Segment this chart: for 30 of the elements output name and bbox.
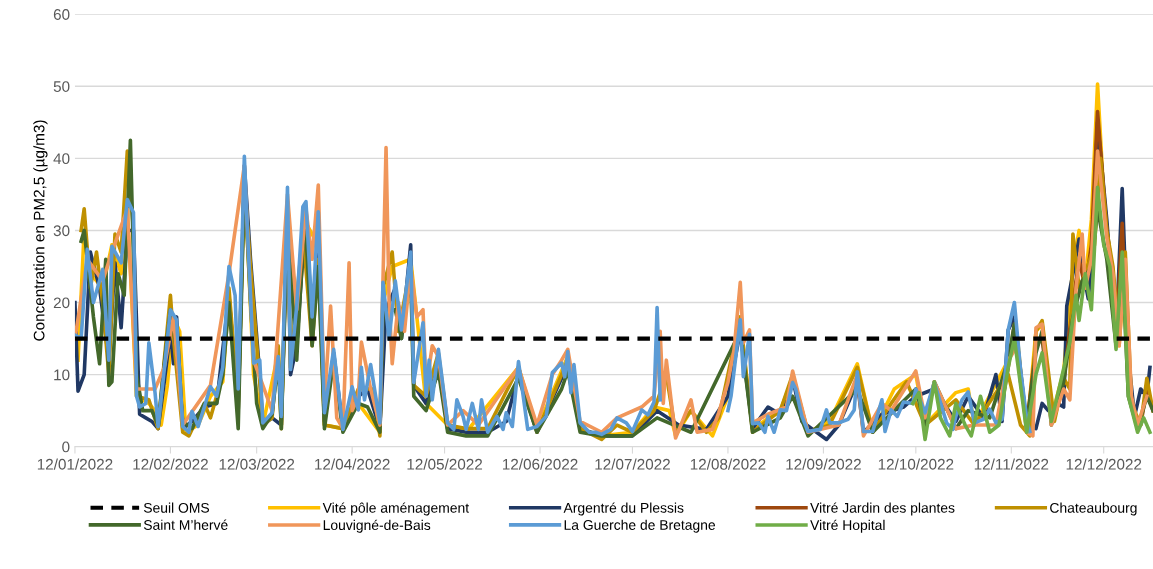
legend-label: Vitré Hopital — [810, 519, 885, 533]
legend-label: Vité pôle aménagement — [322, 502, 469, 516]
x-tick-label: 12/04/2022 — [315, 458, 390, 470]
x-tick-label: 12/11/2022 — [974, 458, 1049, 470]
y-tick-label: 20 — [53, 297, 70, 309]
x-tick-label: 12/01/2022 — [37, 458, 113, 470]
y-tick-label: 10 — [54, 369, 70, 381]
x-tick-label: 12/09/2022 — [786, 458, 861, 470]
x-tick-label: 12/12/2022 — [1066, 458, 1142, 470]
y-tick-label: 0 — [62, 441, 70, 453]
line-series — [910, 185, 1152, 442]
y-tick-label: 30 — [53, 225, 70, 237]
x-tick-label: 12/06/2022 — [502, 458, 578, 470]
x-tick-label: 12/02/2022 — [133, 458, 208, 470]
y-tick-label: 60 — [53, 9, 70, 20]
legend-label: La Guerche de Bretagne — [564, 519, 716, 533]
legend-label: Chateaubourg — [1050, 502, 1137, 516]
legend-label: Vitré Jardin des plantes — [810, 502, 955, 516]
legend-label: Seuil OMS — [143, 502, 210, 513]
y-axis-title: Concentration en PM2,5 (µg/m3) — [33, 120, 48, 341]
legend-label: Argentré du Plessis — [563, 502, 684, 516]
x-tick-label: 12/07/2022 — [595, 458, 670, 470]
x-tick-label: 12/03/2022 — [219, 458, 295, 470]
x-tick-label: 12/05/2022 — [407, 458, 483, 470]
legend-label: Louvigné-de-Bais — [323, 519, 431, 533]
y-tick-label: 40 — [53, 153, 70, 165]
x-tick-label: 12/08/2022 — [690, 458, 766, 470]
y-tick-label: 50 — [53, 81, 70, 92]
legend-label: Saint M’hervé — [143, 519, 228, 530]
x-tick-label: 12/10/2022 — [878, 458, 954, 470]
